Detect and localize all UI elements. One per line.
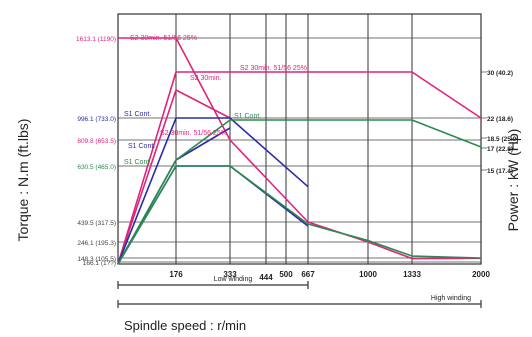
right-tick-label: 22 (18.6): [487, 116, 513, 123]
x-tick-label: 500: [279, 270, 293, 279]
x-tick-label: 333: [223, 270, 237, 279]
left-tick-label: 630.5 (465.0): [77, 164, 116, 171]
left-tick-label: 996.1 (733.0): [77, 116, 116, 123]
y-axis-left-label-text: Torque : N.m (ft.lbs): [15, 118, 31, 242]
right-tick-label: 18.5 (25.0): [487, 136, 518, 143]
x-axis-label: Spindle speed : r/min: [124, 318, 247, 333]
x-tick-label: 176: [169, 270, 183, 279]
x-tick-label: 2000: [472, 270, 490, 279]
series-label: S1 Cont.: [234, 113, 261, 120]
left-tick-label: 809.8 (653.5): [77, 138, 116, 145]
series-line: [117, 119, 482, 265]
series-label: S2 30min. 51/56 25%: [240, 65, 307, 72]
left-tick-label: 1613.1 (1190): [76, 36, 116, 43]
series-label: S1 Cont.: [124, 159, 151, 166]
series-label: S2 30min. 51/56 25%: [160, 130, 227, 137]
left-tick-label: 439.5 (317.5): [77, 220, 116, 227]
right-tick-label: 15 (17.4): [487, 168, 513, 175]
series-line: [118, 37, 482, 260]
x-tick-label: 1333: [403, 270, 421, 279]
left-tick-label: 166.1 (1??): [83, 260, 116, 267]
series-line: [117, 165, 482, 265]
y-axis-left-label: Torque : N.m (ft.lbs): [10, 60, 36, 300]
series-label: S1 Cont.: [128, 143, 155, 150]
series-line: [117, 89, 231, 265]
y-axis-right-label-text: Power : kW (Hp): [505, 128, 521, 232]
y-axis-right-label: Power : kW (Hp): [500, 60, 526, 300]
x-tick-label: 444: [259, 273, 273, 282]
right-tick-label: 17 (22.8): [487, 146, 513, 153]
series-label: S1 Cont.: [124, 111, 151, 118]
series-label: S2 30min. 51/56 25%: [130, 35, 197, 42]
x-tick-label: 667: [301, 270, 315, 279]
left-tick-label: 246.1 (195.3): [77, 240, 116, 247]
series-line: [117, 117, 309, 265]
series-line: [117, 71, 482, 265]
plot-frame: [117, 13, 482, 265]
series-label: S2 30min.: [190, 75, 222, 82]
right-tick-label: 30 (40.2): [487, 70, 513, 77]
range-label: High winding: [431, 295, 471, 302]
x-tick-label: 1000: [359, 270, 377, 279]
range-label: Low winding: [214, 276, 253, 283]
left-tick-label: 148.3 (105.5): [77, 256, 116, 263]
